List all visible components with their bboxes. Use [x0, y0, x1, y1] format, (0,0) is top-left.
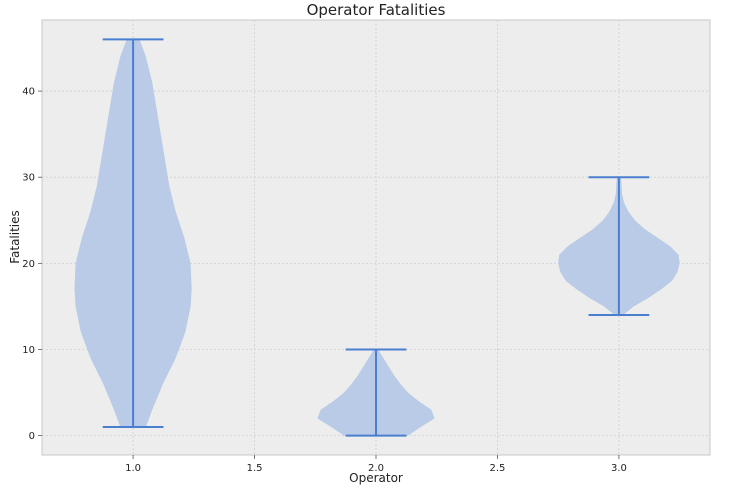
x-axis-ticks: 1.0 1.5 2.0 2.5 3.0	[125, 455, 627, 474]
y-tick-label: 30	[22, 173, 35, 184]
chart-title: Operator Fatalities	[307, 1, 446, 19]
x-tick-label: 1.5	[247, 463, 263, 474]
x-tick-label: 2.0	[368, 463, 384, 474]
y-tick-label: 10	[22, 345, 35, 356]
y-axis-label: Fatalities	[8, 210, 22, 264]
y-axis-ticks: 0 10 20 30 40	[22, 87, 42, 442]
y-tick-label: 0	[29, 431, 35, 442]
x-axis-label: Operator	[349, 471, 403, 485]
x-tick-label: 3.0	[611, 463, 627, 474]
y-tick-label: 40	[22, 87, 35, 98]
y-tick-label: 20	[22, 259, 35, 270]
x-tick-label: 1.0	[125, 463, 141, 474]
violins-layer	[74, 38, 680, 437]
x-tick-label: 2.5	[490, 463, 506, 474]
